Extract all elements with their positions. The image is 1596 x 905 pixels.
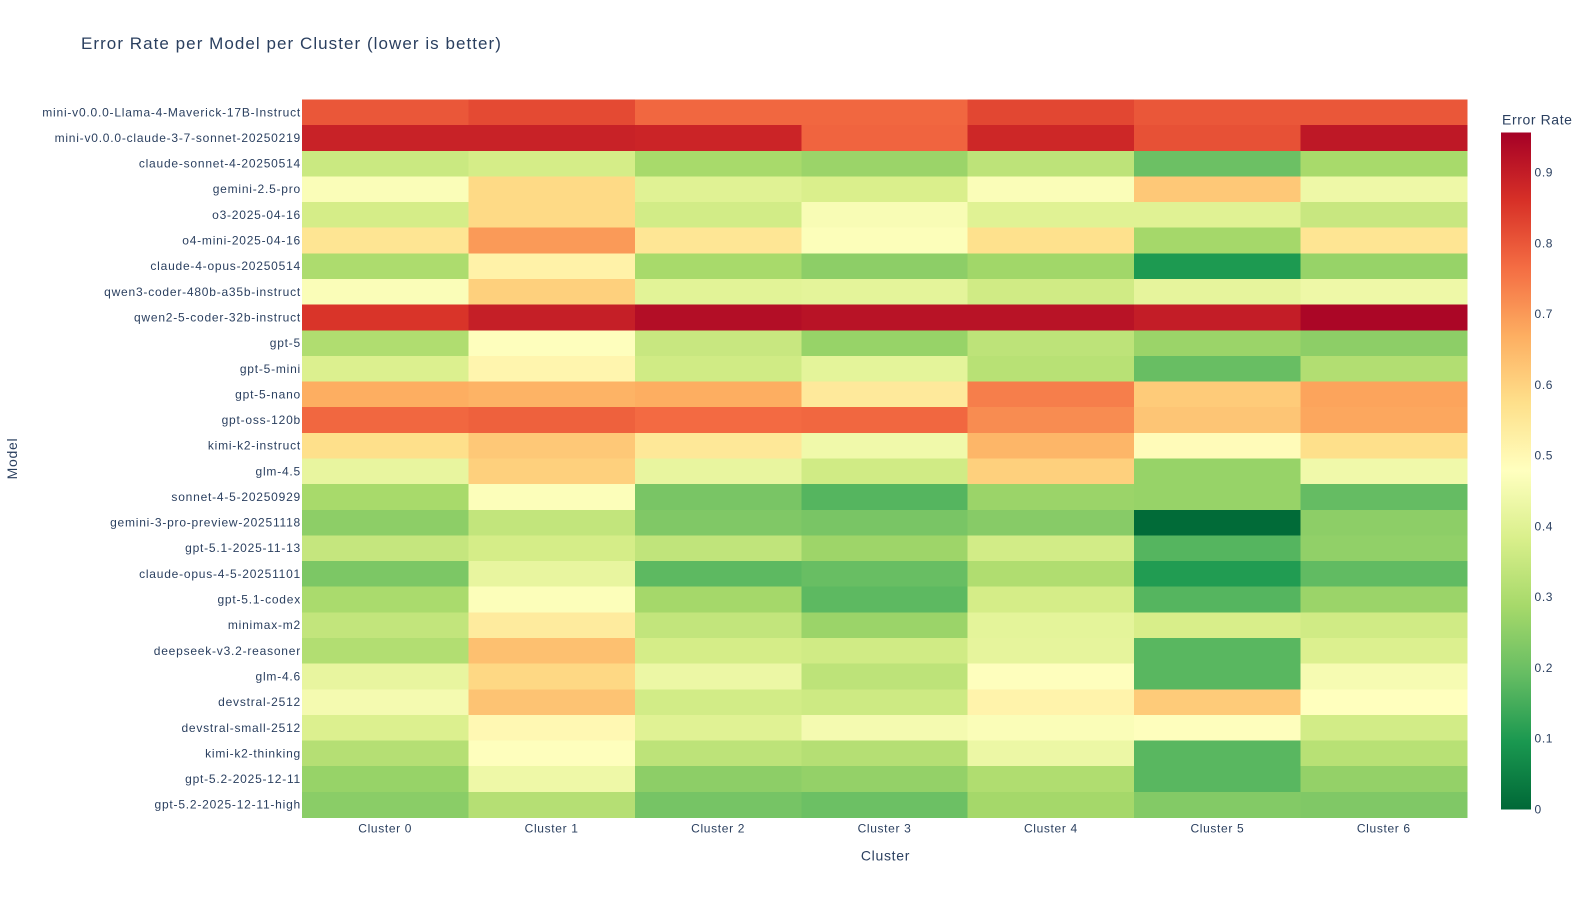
svg-text:gpt-5.1-codex: gpt-5.1-codex <box>217 593 301 607</box>
svg-text:0.3: 0.3 <box>1535 590 1554 604</box>
svg-text:gpt-5-nano: gpt-5-nano <box>235 387 301 401</box>
svg-text:0.2: 0.2 <box>1535 661 1554 675</box>
svg-text:claude-4-opus-20250514: claude-4-opus-20250514 <box>150 259 301 273</box>
svg-text:Cluster 3: Cluster 3 <box>858 822 912 836</box>
svg-text:0: 0 <box>1535 803 1542 817</box>
svg-text:kimi-k2-instruct: kimi-k2-instruct <box>208 439 301 453</box>
svg-text:o4-mini-2025-04-16: o4-mini-2025-04-16 <box>182 234 301 248</box>
svg-text:Cluster 0: Cluster 0 <box>358 822 412 836</box>
svg-text:deepseek-v3.2-reasoner: deepseek-v3.2-reasoner <box>154 644 301 658</box>
svg-text:gpt-5.2-2025-12-11: gpt-5.2-2025-12-11 <box>185 772 301 786</box>
svg-text:glm-4.6: glm-4.6 <box>256 670 301 684</box>
svg-text:0.1: 0.1 <box>1535 732 1554 746</box>
svg-text:gpt-oss-120b: gpt-oss-120b <box>222 413 301 427</box>
svg-text:Cluster 5: Cluster 5 <box>1190 822 1244 836</box>
svg-text:devstral-small-2512: devstral-small-2512 <box>181 721 301 735</box>
svg-text:claude-opus-4-5-20251101: claude-opus-4-5-20251101 <box>139 567 301 581</box>
svg-text:Error Rate per Model per Clust: Error Rate per Model per Cluster (lower … <box>81 34 502 53</box>
svg-text:gpt-5: gpt-5 <box>270 336 301 350</box>
svg-text:Cluster 6: Cluster 6 <box>1357 822 1411 836</box>
svg-text:gpt-5.1-2025-11-13: gpt-5.1-2025-11-13 <box>185 541 301 555</box>
svg-text:mini-v0.0.0-claude-3-7-sonnet-: mini-v0.0.0-claude-3-7-sonnet-20250219 <box>55 131 301 145</box>
svg-text:mini-v0.0.0-Llama-4-Maverick-1: mini-v0.0.0-Llama-4-Maverick-17B-Instruc… <box>42 105 301 119</box>
svg-text:gpt-5.2-2025-12-11-high: gpt-5.2-2025-12-11-high <box>155 798 301 812</box>
svg-text:Cluster 1: Cluster 1 <box>525 822 579 836</box>
svg-text:gpt-5-mini: gpt-5-mini <box>240 362 301 376</box>
svg-text:glm-4.5: glm-4.5 <box>256 464 301 478</box>
svg-text:qwen2-5-coder-32b-instruct: qwen2-5-coder-32b-instruct <box>134 311 301 325</box>
svg-text:0.5: 0.5 <box>1535 449 1554 463</box>
svg-text:0.6: 0.6 <box>1535 378 1554 392</box>
svg-text:0.7: 0.7 <box>1535 307 1554 321</box>
svg-text:Model: Model <box>4 438 20 480</box>
svg-text:kimi-k2-thinking: kimi-k2-thinking <box>205 746 301 760</box>
svg-text:gemini-3-pro-preview-20251118: gemini-3-pro-preview-20251118 <box>110 516 301 530</box>
svg-text:minimax-m2: minimax-m2 <box>228 618 301 632</box>
svg-text:0.9: 0.9 <box>1535 166 1554 180</box>
svg-text:o3-2025-04-16: o3-2025-04-16 <box>212 208 301 222</box>
svg-text:Cluster 4: Cluster 4 <box>1024 822 1078 836</box>
svg-text:gemini-2.5-pro: gemini-2.5-pro <box>213 182 301 196</box>
svg-text:Cluster: Cluster <box>861 847 910 863</box>
svg-text:qwen3-coder-480b-a35b-instruct: qwen3-coder-480b-a35b-instruct <box>104 285 301 299</box>
svg-text:devstral-2512: devstral-2512 <box>218 695 301 709</box>
svg-text:sonnet-4-5-20250929: sonnet-4-5-20250929 <box>171 490 301 504</box>
svg-text:Cluster 2: Cluster 2 <box>691 822 745 836</box>
svg-text:0.4: 0.4 <box>1535 519 1554 533</box>
svg-text:claude-sonnet-4-20250514: claude-sonnet-4-20250514 <box>139 157 301 171</box>
svg-text:Error Rate: Error Rate <box>1502 112 1573 128</box>
svg-text:0.8: 0.8 <box>1535 236 1554 250</box>
